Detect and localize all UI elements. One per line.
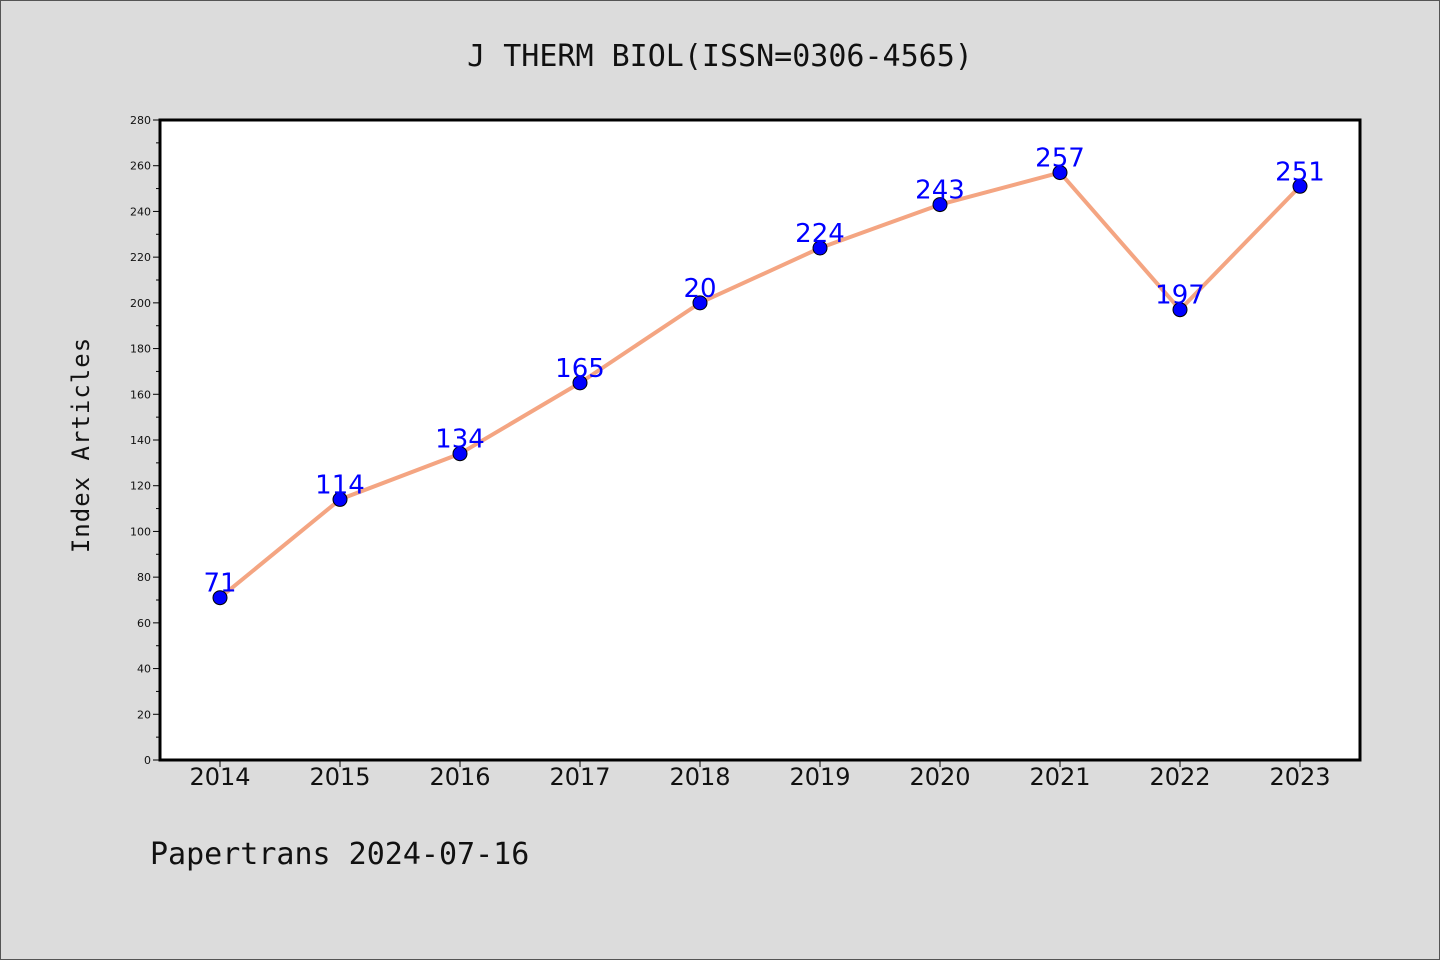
- data-label: 114: [315, 470, 365, 500]
- y-axis: 0 20 40 60 80 100 120 140 160 180 200 220 240 260 280: [130, 114, 160, 767]
- data-label: 71: [203, 569, 236, 599]
- data-point: [1292, 178, 1308, 194]
- x-tick-label: 2023: [1269, 763, 1330, 791]
- data-point: [452, 446, 468, 462]
- y-tick-label: 260: [130, 160, 151, 173]
- data-points: [212, 165, 1308, 606]
- data-label: 197: [1155, 281, 1205, 311]
- x-tick-label: 2016: [429, 763, 490, 791]
- x-tick-label: 2020: [909, 763, 970, 791]
- y-tick-label: 180: [130, 343, 151, 356]
- chart-title: J THERM BIOL(ISSN=0306-4565): [467, 39, 973, 74]
- y-tick-label: 280: [130, 114, 151, 127]
- data-point: [1172, 302, 1188, 318]
- y-tick-label: 120: [130, 480, 151, 493]
- data-point: [212, 590, 228, 606]
- plot-area: [160, 120, 1360, 760]
- plot-frame: [158, 118, 1362, 762]
- data-point: [812, 240, 828, 256]
- data-label: 224: [795, 219, 845, 249]
- y-tick-label: 220: [130, 251, 151, 264]
- y-tick-label: 40: [137, 663, 151, 676]
- y-tick-label: 60: [137, 617, 151, 630]
- y-tick-label: 200: [130, 297, 151, 310]
- x-tick-label: 2019: [789, 763, 850, 791]
- x-tick-label: 2014: [189, 763, 250, 791]
- data-label: 134: [435, 425, 485, 455]
- y-tick-label: 20: [137, 708, 151, 721]
- x-tick-label: 2022: [1149, 763, 1210, 791]
- x-tick-label: 2017: [549, 763, 610, 791]
- y-tick-label: 0: [144, 754, 151, 767]
- data-point: [572, 375, 588, 391]
- y-tick-label: 240: [130, 205, 151, 218]
- data-label: 257: [1035, 144, 1085, 174]
- y-tick-label: 80: [137, 571, 151, 584]
- footer-text: Papertrans 2024-07-16: [150, 837, 529, 872]
- x-tick-label: 2021: [1029, 763, 1090, 791]
- data-point: [692, 295, 708, 311]
- data-label: 20: [683, 274, 716, 304]
- data-label: 243: [915, 176, 965, 206]
- data-point: [1052, 165, 1068, 181]
- y-tick-label: 100: [130, 525, 151, 538]
- x-axis: 2014 2015 2016 2017 2018 2019 2020 2021 2022 2023: [189, 760, 1331, 791]
- data-label: 251: [1275, 157, 1325, 187]
- x-tick-label: 2018: [669, 763, 730, 791]
- data-label: 165: [555, 354, 605, 384]
- data-point: [332, 491, 348, 507]
- y-tick-label: 140: [130, 434, 151, 447]
- x-tick-label: 2015: [309, 763, 370, 791]
- y-tick-label: 160: [130, 388, 151, 401]
- data-point: [932, 197, 948, 213]
- series-line: [218, 170, 1302, 600]
- y-axis-label: Index Articles: [67, 337, 95, 553]
- data-labels: 71 114 134 165 20 224 243 257 197 251: [203, 144, 1324, 599]
